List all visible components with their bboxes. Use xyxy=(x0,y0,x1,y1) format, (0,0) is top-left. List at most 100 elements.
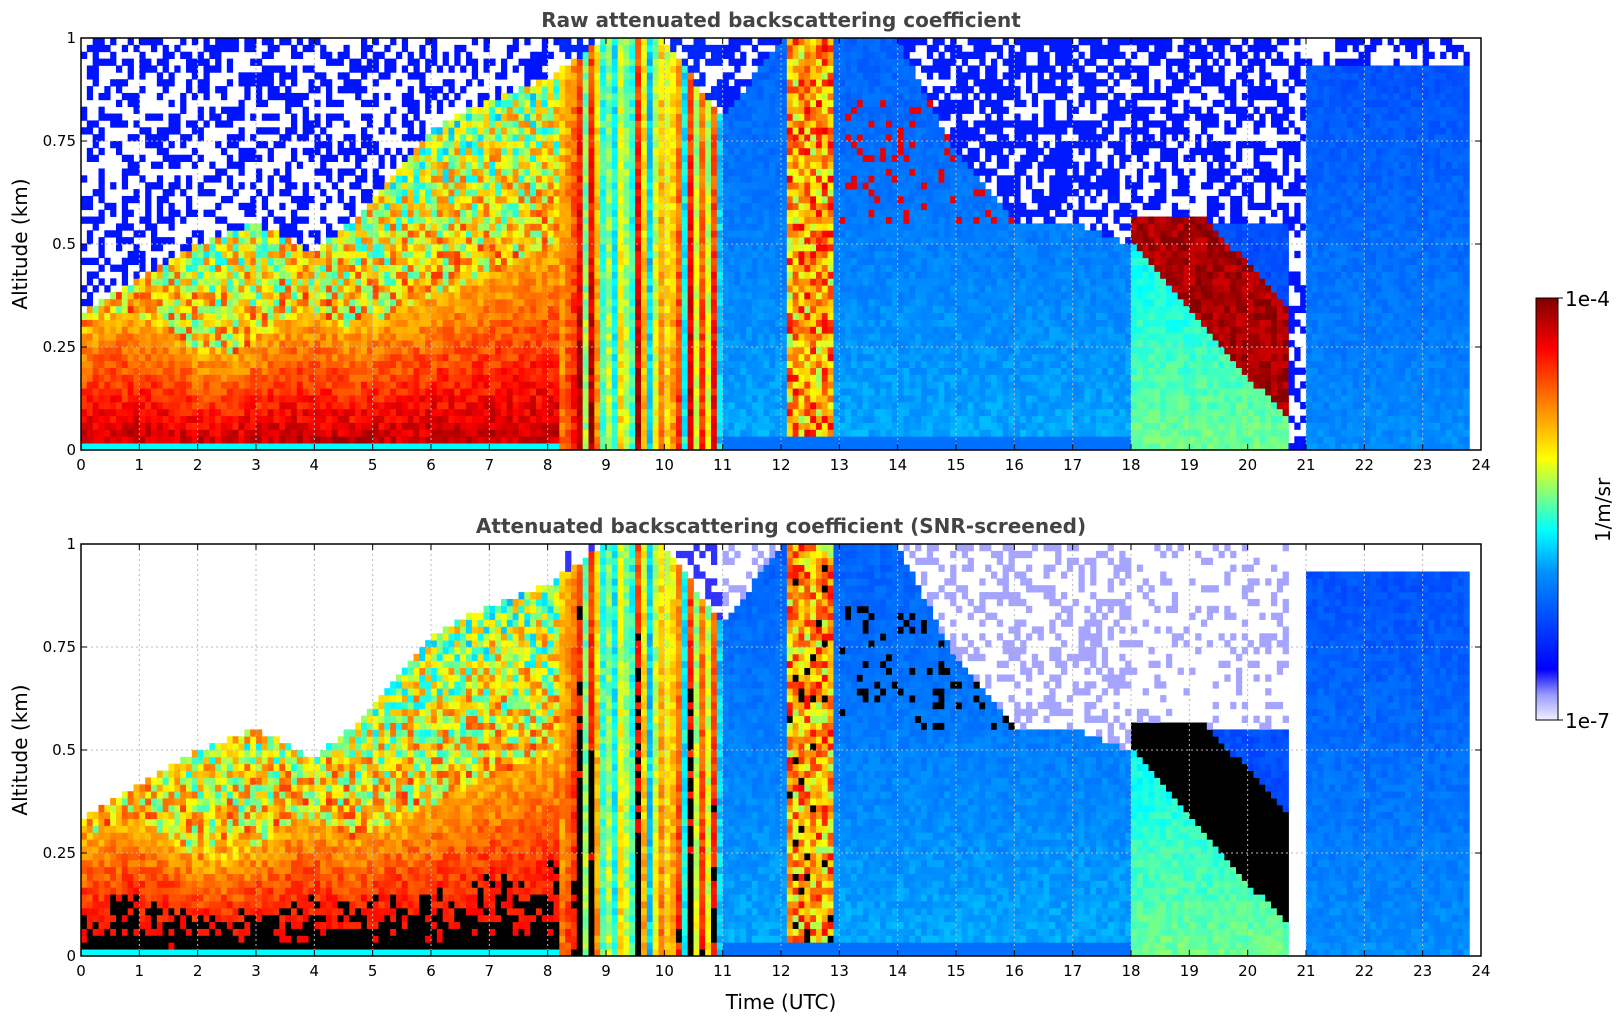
heatmap-cell xyxy=(98,340,105,348)
heatmap-cell xyxy=(582,360,589,368)
heatmap-cell xyxy=(226,161,234,169)
heatmap-cell xyxy=(448,223,455,231)
heatmap-cell xyxy=(226,134,234,142)
heatmap-cell xyxy=(401,237,409,245)
heatmap-cell xyxy=(576,381,584,389)
heatmap-cell xyxy=(547,312,554,320)
heatmap-cell xyxy=(121,347,129,355)
heatmap-cell xyxy=(267,175,274,183)
heatmap-cell xyxy=(617,113,624,121)
heatmap-cell xyxy=(611,106,619,114)
heatmap-cell xyxy=(617,415,624,423)
heatmap-cell xyxy=(267,264,274,272)
heatmap-cell xyxy=(308,408,315,417)
heatmap-cell xyxy=(349,429,356,437)
heatmap-cell xyxy=(215,381,222,389)
heatmap-cell xyxy=(530,106,537,114)
heatmap-cell xyxy=(588,120,595,128)
heatmap-cell xyxy=(629,271,636,279)
heatmap-cell xyxy=(530,360,537,368)
heatmap-cell xyxy=(250,195,257,204)
heatmap-cell xyxy=(623,408,630,417)
heatmap-cell xyxy=(425,257,432,265)
heatmap-cell xyxy=(565,264,572,272)
heatmap-cell xyxy=(419,168,426,176)
heatmap-cell xyxy=(256,271,263,279)
heatmap-cell xyxy=(378,257,385,265)
heatmap-cell xyxy=(86,230,94,238)
heatmap-cell xyxy=(98,195,105,204)
heatmap-cell xyxy=(326,367,333,375)
heatmap-cell xyxy=(646,195,654,204)
heatmap-cell xyxy=(168,326,175,334)
heatmap-cell xyxy=(606,319,613,327)
heatmap-cell xyxy=(209,436,216,444)
heatmap-cell xyxy=(466,415,473,423)
heatmap-cell xyxy=(646,175,654,183)
heatmap-cell xyxy=(174,340,181,348)
heatmap-cell xyxy=(191,230,199,238)
heatmap-cell xyxy=(658,209,665,217)
heatmap-cell xyxy=(553,223,560,231)
heatmap-cell xyxy=(635,65,642,73)
heatmap-cell xyxy=(186,195,193,204)
heatmap-cell xyxy=(629,319,636,327)
heatmap-cell xyxy=(553,367,560,375)
heatmap-cell xyxy=(337,168,344,176)
heatmap-cell xyxy=(81,429,88,437)
heatmap-cell xyxy=(477,443,484,451)
heatmap-cell xyxy=(261,113,269,121)
heatmap-cell xyxy=(635,58,642,66)
heatmap-cell xyxy=(384,415,391,423)
heatmap-cell xyxy=(576,106,584,114)
heatmap-cell xyxy=(448,367,455,375)
heatmap-cell xyxy=(442,292,449,300)
heatmap-cell xyxy=(454,92,461,101)
heatmap-cell xyxy=(407,401,414,410)
heatmap-cell xyxy=(355,271,362,279)
heatmap-cell xyxy=(296,436,304,444)
heatmap-cell xyxy=(658,189,665,197)
heatmap-cell xyxy=(594,202,601,211)
heatmap-cell xyxy=(431,395,438,403)
heatmap-cell xyxy=(401,401,409,410)
heatmap-cell xyxy=(372,168,379,176)
heatmap-cell xyxy=(390,195,397,204)
heatmap-cell xyxy=(285,305,292,314)
heatmap-cell xyxy=(588,65,595,73)
heatmap-cell xyxy=(174,436,181,444)
heatmap-cell xyxy=(221,195,228,204)
heatmap-cell xyxy=(652,154,659,162)
heatmap-cell xyxy=(180,250,187,259)
heatmap-cell xyxy=(116,141,123,149)
heatmap-cell xyxy=(384,44,391,53)
heatmap-cell xyxy=(361,436,368,444)
heatmap-cell xyxy=(186,120,193,128)
heatmap-cell xyxy=(448,134,455,142)
heatmap-cell xyxy=(355,250,362,259)
heatmap-cell xyxy=(600,230,607,238)
heatmap-cell xyxy=(401,415,409,423)
heatmap-cell xyxy=(186,429,193,437)
heatmap-cell xyxy=(431,388,438,396)
heatmap-cell xyxy=(291,51,298,59)
heatmap-cell xyxy=(314,72,321,80)
heatmap-cell xyxy=(489,237,496,245)
heatmap-cell xyxy=(343,147,350,156)
heatmap-cell xyxy=(536,106,543,114)
heatmap-cell xyxy=(168,237,175,245)
heatmap-cell xyxy=(92,38,99,46)
heatmap-cell xyxy=(489,147,496,156)
heatmap-cell xyxy=(92,422,99,430)
heatmap-cell xyxy=(291,443,298,451)
heatmap-cell xyxy=(209,401,216,410)
heatmap-cell xyxy=(372,271,379,279)
heatmap-cell xyxy=(156,429,164,437)
heatmap-cell xyxy=(629,92,636,101)
heatmap-cell xyxy=(436,388,444,396)
heatmap-cell xyxy=(652,202,659,211)
heatmap-cell xyxy=(460,340,467,348)
heatmap-cell xyxy=(664,388,671,396)
heatmap-cell xyxy=(652,271,659,279)
heatmap-cell xyxy=(121,264,129,272)
